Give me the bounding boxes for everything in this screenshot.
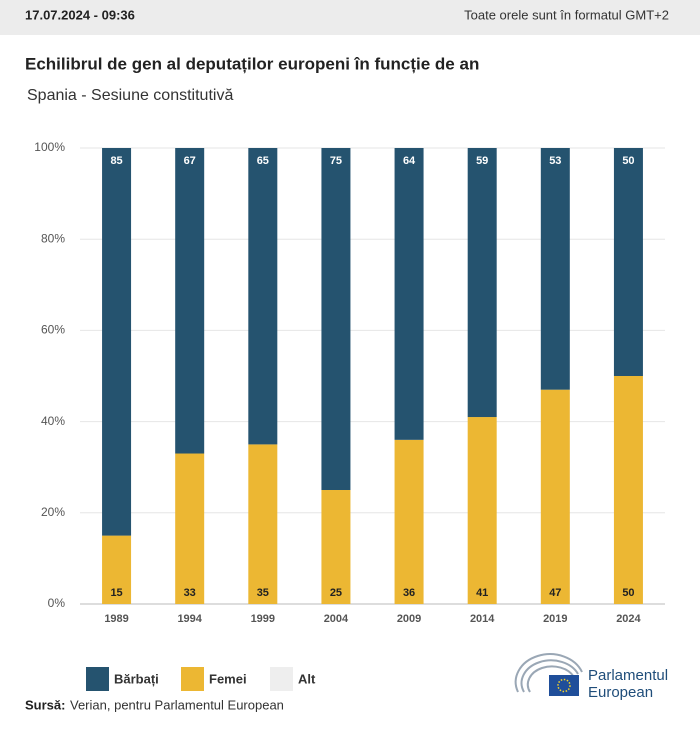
source-text: Verian, pentru Parlamentul European bbox=[70, 697, 284, 712]
chart-title: Echilibrul de gen al deputaților europen… bbox=[25, 54, 479, 73]
x-tick-label: 1999 bbox=[251, 613, 275, 625]
y-tick-label: 100% bbox=[34, 140, 65, 154]
bar-segment bbox=[467, 148, 497, 418]
header-bar bbox=[0, 0, 700, 35]
y-tick-label: 80% bbox=[41, 231, 65, 245]
x-tick-label: 2024 bbox=[616, 613, 641, 625]
y-tick-label: 20% bbox=[41, 505, 65, 519]
logo: Parlamentul European bbox=[514, 653, 668, 701]
legend-label: Femei bbox=[209, 671, 247, 686]
bar-segment bbox=[321, 490, 351, 604]
value-label: 85 bbox=[110, 155, 122, 167]
bar-segment bbox=[102, 535, 132, 604]
legend-swatch bbox=[270, 667, 293, 691]
value-label: 75 bbox=[330, 155, 342, 167]
x-tick-label: 2009 bbox=[397, 613, 421, 625]
bar-segment bbox=[613, 376, 643, 604]
bar-segment bbox=[175, 453, 205, 604]
bar-segment bbox=[540, 389, 570, 604]
value-label: 33 bbox=[184, 587, 196, 599]
timestamp: 17.07.2024 - 09:36 bbox=[25, 7, 135, 22]
bar-segment bbox=[613, 148, 643, 376]
legend-swatch bbox=[181, 667, 204, 691]
y-tick-label: 60% bbox=[41, 323, 65, 337]
x-tick-label: 2014 bbox=[470, 613, 495, 625]
value-label: 50 bbox=[622, 587, 634, 599]
bar-segment bbox=[321, 148, 351, 490]
chart-subtitle: Spania - Sesiune constitutivă bbox=[27, 87, 233, 104]
source-label: Sursă: bbox=[25, 697, 65, 712]
bar-segment bbox=[248, 444, 278, 604]
bar-segment bbox=[540, 148, 570, 390]
x-tick-label: 2004 bbox=[324, 613, 349, 625]
value-label: 15 bbox=[110, 587, 122, 599]
y-tick-label: 0% bbox=[48, 596, 66, 610]
bar-segment bbox=[248, 148, 278, 445]
value-label: 41 bbox=[476, 587, 488, 599]
value-label: 36 bbox=[403, 587, 415, 599]
bar-segment bbox=[467, 417, 497, 604]
value-label: 59 bbox=[476, 155, 488, 167]
legend-label: Alt bbox=[298, 671, 316, 686]
value-label: 47 bbox=[549, 587, 561, 599]
timezone-note: Toate orele sunt în formatul GMT+2 bbox=[464, 7, 669, 22]
value-label: 53 bbox=[549, 155, 561, 167]
value-label: 67 bbox=[184, 155, 196, 167]
logo-line: European bbox=[588, 684, 653, 701]
value-label: 35 bbox=[257, 587, 269, 599]
legend-swatch bbox=[86, 667, 109, 691]
logo-line: Parlamentul bbox=[588, 667, 668, 684]
legend-label: Bărbați bbox=[114, 671, 159, 686]
value-label: 25 bbox=[330, 587, 342, 599]
x-tick-label: 1994 bbox=[177, 613, 202, 625]
value-label: 50 bbox=[622, 155, 634, 167]
bar-segment bbox=[394, 439, 424, 604]
x-tick-label: 2019 bbox=[543, 613, 567, 625]
bar-segment bbox=[394, 148, 424, 440]
bar-segment bbox=[102, 148, 132, 536]
x-tick-label: 1989 bbox=[104, 613, 128, 625]
y-tick-label: 40% bbox=[41, 414, 65, 428]
bar-segment bbox=[175, 148, 205, 454]
value-label: 65 bbox=[257, 155, 269, 167]
value-label: 64 bbox=[403, 155, 416, 167]
